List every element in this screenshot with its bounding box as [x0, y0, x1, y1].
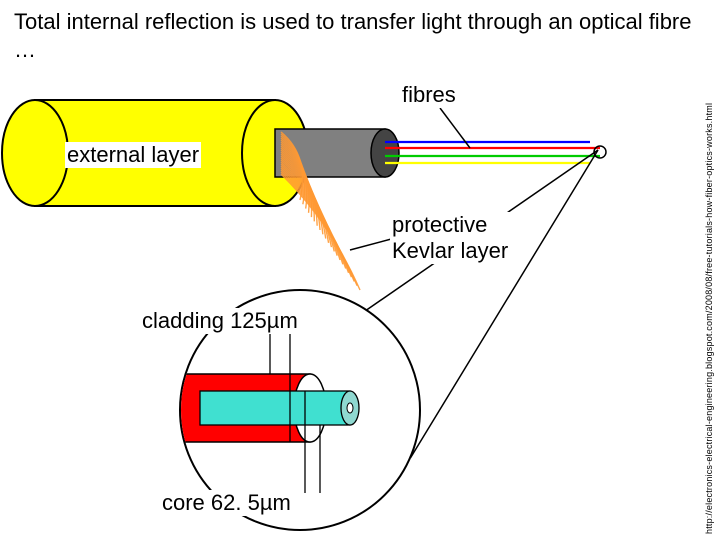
label-core: core 62. 5µm: [160, 490, 293, 516]
label-external-layer: external layer: [65, 142, 201, 168]
source-url: http://electronics-electrical-engineerin…: [704, 70, 718, 534]
label-fibres: fibres: [400, 82, 458, 108]
label-cladding: cladding 125µm: [140, 308, 300, 334]
label-protective-kevlar: protective Kevlar layer: [390, 212, 510, 264]
page-title: Total internal reflection is used to tra…: [14, 8, 706, 63]
